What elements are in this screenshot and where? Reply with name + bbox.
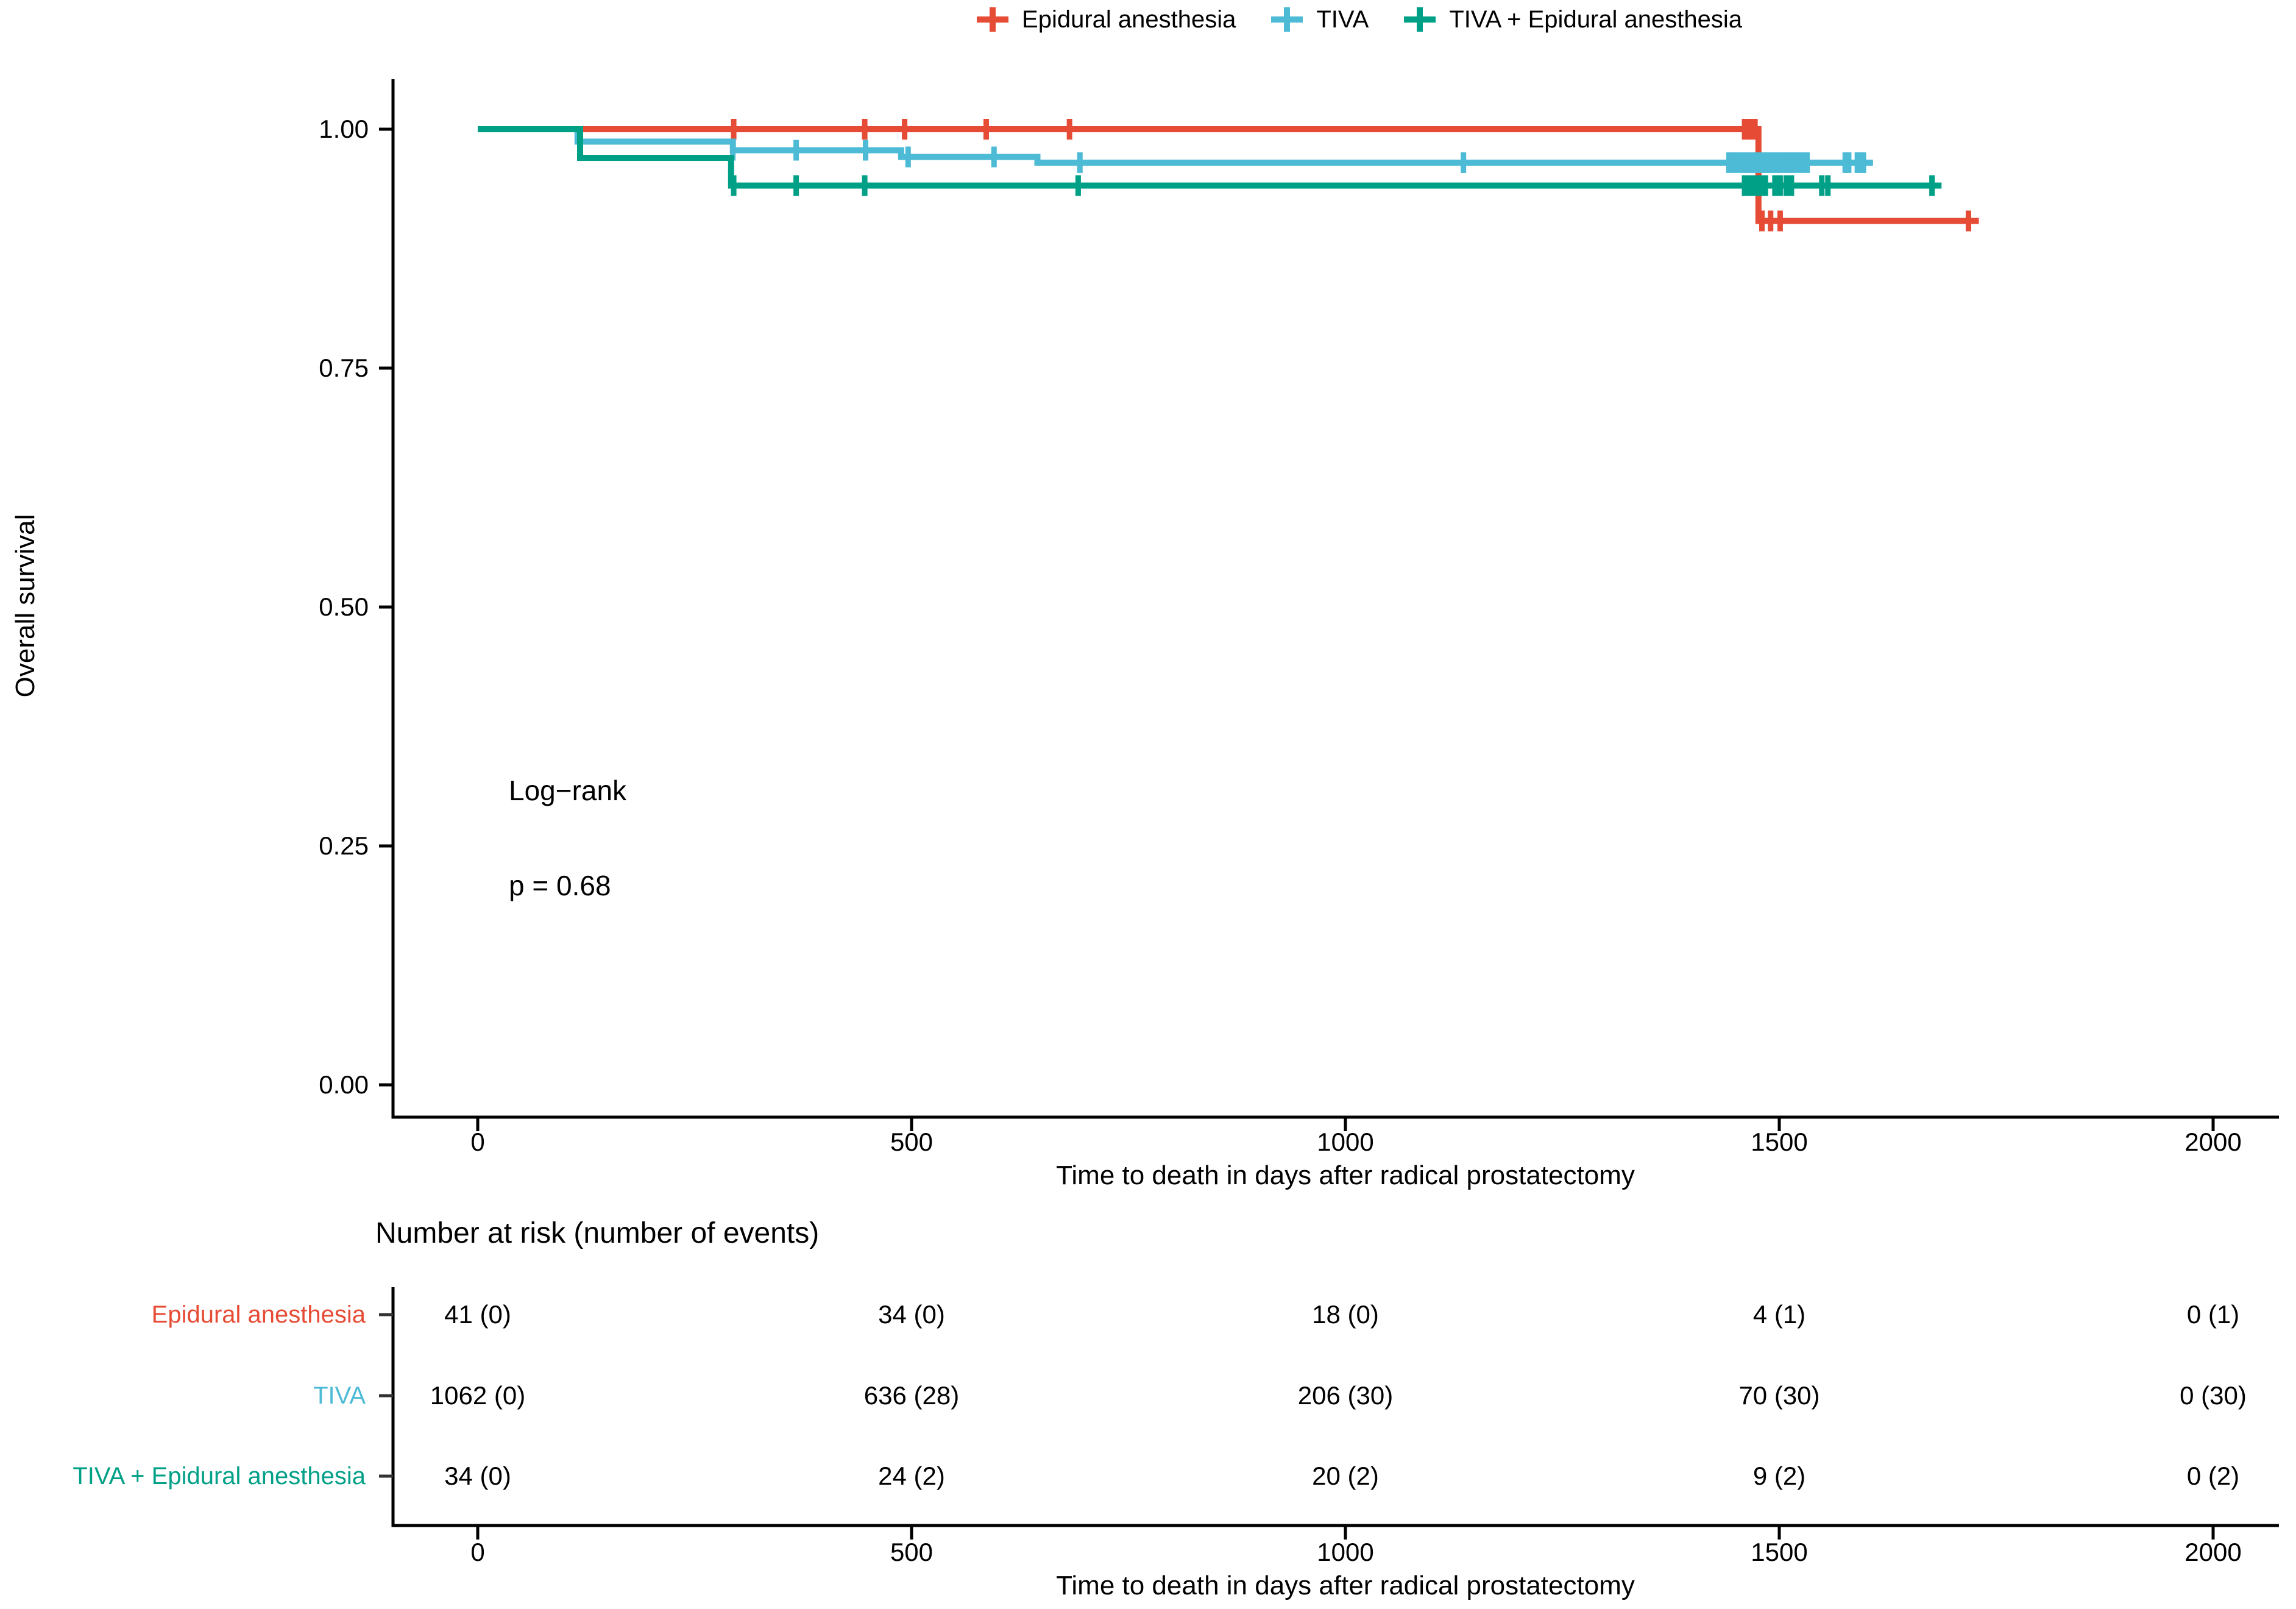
- x-tick-label: 0: [470, 1128, 485, 1156]
- risk-x-tick-label: 0: [470, 1538, 485, 1566]
- risk-value: 0 (30): [2180, 1381, 2247, 1410]
- y-tick-label: 0.00: [319, 1070, 369, 1099]
- legend-label: TIVA + Epidural anesthesia: [1449, 6, 1742, 33]
- risk-value: 24 (2): [878, 1462, 945, 1490]
- y-tick-label: 0.75: [319, 353, 369, 382]
- survival-curve-0: [478, 126, 1979, 224]
- risk-x-tick-label: 1000: [1317, 1538, 1374, 1566]
- y-axis-title: Overall survival: [10, 514, 40, 698]
- x-axis-title: Time to death in days after radical pros…: [1056, 1160, 1635, 1190]
- risk-value: 20 (2): [1312, 1462, 1379, 1490]
- risk-value: 0 (2): [2186, 1462, 2240, 1490]
- x-tick-label: 2000: [2184, 1128, 2242, 1156]
- risk-value: 636 (28): [863, 1381, 960, 1410]
- risk-x-tick-label: 1500: [1751, 1538, 1808, 1566]
- plot-axis-line: [391, 79, 2279, 1119]
- risk-table-title: Number at risk (number of events): [375, 1217, 820, 1249]
- legend-label: Epidural anesthesia: [1022, 6, 1236, 33]
- risk-value: 34 (0): [444, 1462, 511, 1490]
- x-tick-label: 1000: [1317, 1128, 1374, 1156]
- risk-value: 41 (0): [444, 1300, 511, 1329]
- x-tick-label: 1500: [1751, 1128, 1808, 1156]
- y-tick-label: 0.50: [319, 592, 369, 621]
- censor-plus-icon: [977, 5, 1009, 34]
- survival-curve-2: [478, 126, 1942, 189]
- risk-table-x-axis-title: Time to death in days after radical pros…: [1056, 1571, 1635, 1600]
- x-tick-label: 500: [890, 1128, 934, 1156]
- censor-plus-icon: [1271, 5, 1303, 34]
- risk-row-label: TIVA + Epidural anesthesia: [73, 1463, 366, 1490]
- p-value-label: p = 0.68: [509, 870, 611, 901]
- legend: Epidural anesthesia TIVA TIVA + Epidural…: [977, 5, 1742, 34]
- risk-value: 206 (30): [1297, 1381, 1394, 1410]
- risk-value: 70 (30): [1738, 1381, 1820, 1410]
- risk-row-label: TIVA: [313, 1382, 366, 1409]
- risk-table-axis-line: [391, 1287, 2279, 1527]
- risk-x-tick-label: 500: [890, 1538, 934, 1566]
- risk-value: 9 (2): [1752, 1462, 1806, 1490]
- censor-plus-icon: [1404, 5, 1436, 34]
- legend-item-epidural: Epidural anesthesia: [977, 5, 1236, 34]
- risk-value: 1062 (0): [430, 1381, 526, 1410]
- risk-value: 34 (0): [878, 1300, 945, 1329]
- legend-item-tiva: TIVA: [1271, 5, 1369, 34]
- risk-value: 18 (0): [1312, 1300, 1379, 1329]
- y-tick-label: 1.00: [319, 115, 369, 143]
- risk-value: 0 (1): [2186, 1300, 2240, 1329]
- risk-x-tick-label: 2000: [2184, 1538, 2242, 1566]
- logrank-test-label: Log−rank: [509, 775, 627, 806]
- risk-row-label: Epidural anesthesia: [151, 1301, 366, 1328]
- legend-label: TIVA: [1316, 6, 1369, 33]
- legend-item-tiva-epidural: TIVA + Epidural anesthesia: [1404, 5, 1742, 34]
- y-tick-label: 0.25: [319, 831, 369, 860]
- risk-value: 4 (1): [1752, 1300, 1806, 1329]
